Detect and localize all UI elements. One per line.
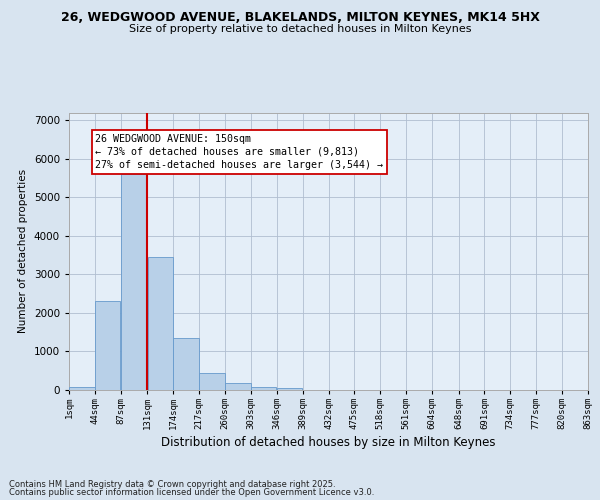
X-axis label: Distribution of detached houses by size in Milton Keynes: Distribution of detached houses by size …	[161, 436, 496, 449]
Text: Contains HM Land Registry data © Crown copyright and database right 2025.: Contains HM Land Registry data © Crown c…	[9, 480, 335, 489]
Text: 26, WEDGWOOD AVENUE, BLAKELANDS, MILTON KEYNES, MK14 5HX: 26, WEDGWOOD AVENUE, BLAKELANDS, MILTON …	[61, 11, 539, 24]
Bar	[225, 384, 251, 390]
Bar	[199, 372, 224, 390]
Text: Contains public sector information licensed under the Open Government Licence v3: Contains public sector information licen…	[9, 488, 374, 497]
Bar	[70, 387, 95, 390]
Bar	[95, 302, 121, 390]
Bar	[277, 388, 302, 390]
Y-axis label: Number of detached properties: Number of detached properties	[18, 169, 28, 334]
Bar	[148, 257, 173, 390]
Bar	[121, 174, 147, 390]
Bar	[173, 338, 199, 390]
Text: Size of property relative to detached houses in Milton Keynes: Size of property relative to detached ho…	[129, 24, 471, 34]
Text: 26 WEDGWOOD AVENUE: 150sqm
← 73% of detached houses are smaller (9,813)
27% of s: 26 WEDGWOOD AVENUE: 150sqm ← 73% of deta…	[95, 134, 383, 170]
Bar	[251, 387, 277, 390]
